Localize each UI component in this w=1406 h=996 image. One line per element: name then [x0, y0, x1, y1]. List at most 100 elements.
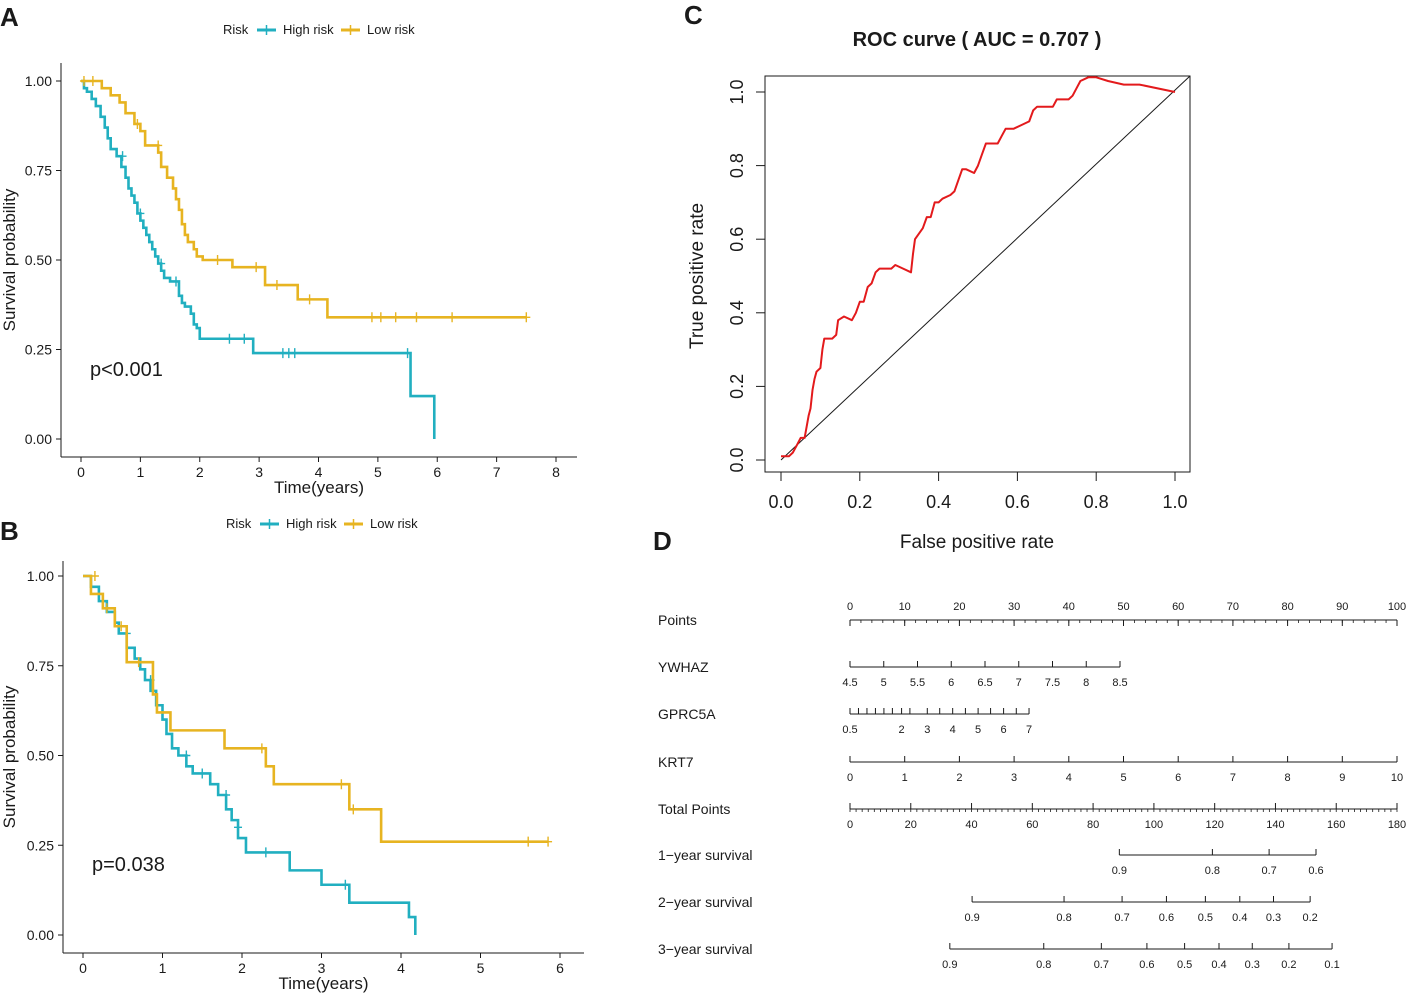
nomogram-tick-label: 0: [847, 601, 853, 613]
y-tick-label: 0.4: [727, 300, 747, 325]
nomogram-tick-label: 140: [1266, 819, 1284, 831]
x-tick-label: 2: [238, 960, 246, 976]
nomogram-tick-label: 3: [1011, 772, 1017, 784]
nomogram-tick-label: 5: [1120, 772, 1126, 784]
nomogram-row-label-y3: 3−year survival: [658, 941, 753, 957]
y-tick-label: 0.50: [27, 748, 54, 764]
survival-curve-low: [81, 79, 527, 319]
nomogram-tick-label: 0.5: [1198, 912, 1213, 924]
censor-mark-high: [403, 348, 412, 359]
x-tick-label: 0.6: [1005, 492, 1030, 512]
nomogram-row-label-gprc5a: GPRC5A: [658, 706, 716, 722]
panel-letter-a: A: [0, 2, 19, 32]
censor-mark-low: [349, 804, 358, 815]
nomogram-tick-label: 0.6: [1159, 912, 1174, 924]
legend-b: Risk High risk Low risk: [226, 516, 418, 531]
nomogram-row-label-total: Total Points: [658, 801, 730, 817]
nomogram-tick-label: 5: [975, 724, 981, 736]
nomogram-tick-label: 7: [1026, 724, 1032, 736]
censor-mark-high: [240, 333, 249, 344]
censor-mark-high: [341, 879, 350, 890]
nomogram-tick-label: 0.1: [1324, 959, 1339, 971]
censor-mark-low: [524, 836, 533, 847]
nomogram-tick-label: 50: [1117, 601, 1129, 613]
censor-mark-low: [90, 571, 99, 581]
roc-plot-frame: [764, 75, 1191, 473]
censor-mark-low: [213, 255, 222, 265]
nomogram-tick-label: 0.6: [1139, 959, 1154, 971]
x-tick-label: 3: [318, 960, 326, 976]
legend-title-a: Risk: [223, 22, 249, 37]
nomogram-tick-label: 6: [948, 677, 954, 689]
nomogram-row-label-y2: 2−year survival: [658, 894, 753, 910]
censor-mark-low: [412, 312, 421, 323]
censor-mark-high: [182, 750, 191, 761]
nomogram-tick-label: 6: [1001, 724, 1007, 736]
censor-mark-low: [391, 312, 400, 323]
censor-mark-high: [118, 151, 127, 162]
y-axis-title: Survival probability: [0, 685, 19, 828]
x-tick-label: 4: [397, 960, 405, 976]
legend-a: Risk High risk Low risk: [223, 22, 415, 37]
nomogram-tick-label: 8: [1083, 677, 1089, 689]
nomogram-tick-label: 6: [1175, 772, 1181, 784]
y-tick-label: 0.25: [25, 342, 52, 358]
y-tick-label: 1.00: [25, 73, 52, 89]
nomogram-tick-label: 10: [1391, 772, 1403, 784]
p-value-annotation: p=0.038: [92, 854, 165, 876]
survival-curve-high: [83, 574, 417, 935]
censor-mark-low: [102, 603, 111, 614]
nomogram-tick-label: 80: [1087, 819, 1099, 831]
nomogram-tick-label: 160: [1327, 819, 1345, 831]
censor-mark-low: [448, 312, 457, 323]
nomogram-tick-label: 4: [950, 724, 956, 736]
nomogram-tick-label: 5.5: [910, 677, 925, 689]
y-tick-label: 0.2: [727, 374, 747, 399]
censor-mark-high: [157, 258, 166, 269]
nomogram-tick-label: 100: [1145, 819, 1163, 831]
x-tick-label: 0.8: [1084, 492, 1109, 512]
nomogram-tick-label: 0.8: [1056, 912, 1071, 924]
nomogram-tick-label: 8: [1285, 772, 1291, 784]
nomogram-tick-label: 7: [1230, 772, 1236, 784]
nomogram-tick-label: 9: [1339, 772, 1345, 784]
y-tick-label: 1.00: [27, 568, 54, 584]
km-plot-b: 0.00 0.25 0.50 0.75 1.00 0 1 2 3 4 5 6 Time(years) Su…: [0, 561, 584, 993]
censor-mark-low: [544, 836, 553, 847]
survival-curve-high: [81, 79, 436, 439]
nomogram-tick-label: 6.5: [977, 677, 992, 689]
censor-mark-low: [79, 76, 88, 86]
nomogram-tick-label: 40: [965, 819, 977, 831]
y-tick-label: 1.0: [727, 79, 747, 104]
panel-letter-d: D: [653, 526, 672, 556]
nomogram-tick-label: 5: [881, 677, 887, 689]
censor-mark-low: [88, 76, 97, 86]
legend-label-low-a: Low risk: [367, 22, 415, 37]
x-axis-title: False positive rate: [900, 532, 1054, 553]
nomogram-tick-label: 0: [847, 819, 853, 831]
y-tick-label: 0.25: [27, 837, 54, 853]
roc-title: ROC curve ( AUC = 0.707 ): [853, 29, 1102, 51]
nomogram-tick-label: 0.5: [1177, 959, 1192, 971]
km-plot-a: 0.00 0.25 0.50 0.75 1.00 0 1 2 3 4 5 6 7 8 Time(years)…: [0, 63, 577, 497]
censor-mark-low: [337, 779, 346, 790]
y-tick-label: 0.75: [25, 163, 52, 179]
panel-letter-b: B: [0, 516, 19, 546]
x-tick-label: 7: [493, 464, 501, 480]
nomogram-tick-label: 0.8: [1036, 959, 1051, 971]
nomogram-tick-label: 3: [924, 724, 930, 736]
x-tick-label: 5: [374, 464, 382, 480]
nomogram-tick-label: 180: [1388, 819, 1406, 831]
nomogram-tick-label: 0.9: [1112, 865, 1127, 877]
x-tick-label: 6: [556, 960, 564, 976]
nomogram-row-label-points: Points: [658, 612, 697, 628]
nomogram-tick-label: 0.9: [964, 912, 979, 924]
nomogram-tick-label: 120: [1206, 819, 1224, 831]
censor-mark-low: [272, 280, 281, 291]
nomogram-tick-label: 0.3: [1266, 912, 1281, 924]
nomogram-tick-label: 7.5: [1045, 677, 1060, 689]
nomogram-tick-label: 0.6: [1308, 865, 1323, 877]
censor-mark-high: [198, 768, 207, 779]
censor-mark-low: [376, 312, 385, 323]
nomogram-tick-label: 4.5: [842, 677, 857, 689]
